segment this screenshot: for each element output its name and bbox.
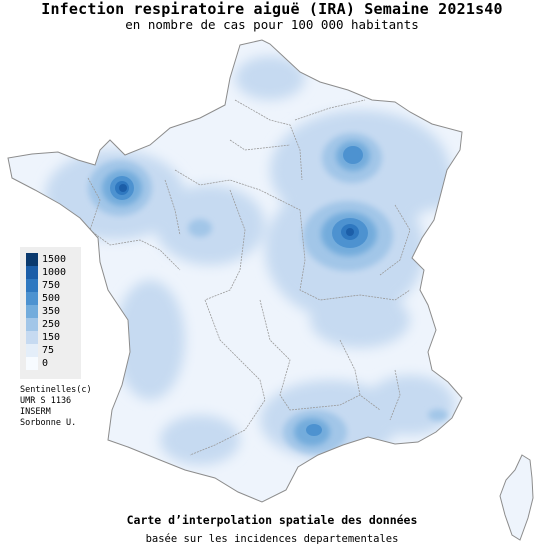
legend-item: 500 bbox=[26, 292, 80, 305]
legend-item: 750 bbox=[26, 279, 80, 292]
legend-swatch bbox=[26, 318, 38, 331]
legend-label: 250 bbox=[42, 319, 61, 330]
legend-label: 1500 bbox=[42, 254, 67, 265]
legend-item: 1000 bbox=[26, 266, 80, 279]
credit-line: Sentinelles(c) bbox=[20, 385, 92, 395]
legend-item: 75 bbox=[26, 344, 80, 357]
zone-150-southwest bbox=[160, 415, 240, 465]
legend-swatch bbox=[26, 305, 38, 318]
zone-150-west-coast bbox=[115, 280, 185, 400]
credit-block: Sentinelles(c) UMR S 1136 INSERM Sorbonn… bbox=[20, 385, 92, 429]
legend: 1500 1000 750 500 350 250 150 75 0 bbox=[20, 247, 81, 379]
zone-250-var bbox=[428, 409, 448, 421]
footer-subcaption: basée sur les incidences departementales bbox=[145, 533, 399, 545]
legend-swatch bbox=[26, 331, 38, 344]
corsica bbox=[499, 454, 534, 541]
legend-swatch bbox=[26, 344, 38, 357]
zone-500-champagne bbox=[343, 146, 363, 164]
credit-line: Sorbonne U. bbox=[20, 418, 77, 428]
zone-250-loire bbox=[188, 219, 212, 237]
map-title: Infection respiratoire aiguë (IRA) Semai… bbox=[41, 0, 503, 18]
zone-1000-brittany bbox=[119, 184, 127, 192]
zone-150-auvergne bbox=[310, 292, 410, 348]
legend-swatch bbox=[26, 279, 38, 292]
legend-label: 350 bbox=[42, 306, 61, 317]
legend-item: 0 bbox=[26, 357, 80, 370]
zone-150-provence bbox=[365, 375, 455, 435]
credit-line: UMR S 1136 bbox=[20, 396, 72, 406]
legend-label: 150 bbox=[42, 332, 61, 343]
legend-item: 250 bbox=[26, 318, 80, 331]
region-borders bbox=[87, 99, 411, 456]
legend-label: 500 bbox=[42, 293, 61, 304]
zone-150-lorraine bbox=[402, 160, 458, 210]
legend-item: 150 bbox=[26, 331, 80, 344]
legend-label: 75 bbox=[42, 345, 55, 356]
legend-item: 1500 bbox=[26, 253, 80, 266]
map-subtitle: en nombre de cas pour 100 000 habitants bbox=[125, 17, 419, 32]
zone-1000-bourgogne bbox=[346, 228, 354, 236]
legend-swatch bbox=[26, 292, 38, 305]
legend-label: 1000 bbox=[42, 267, 67, 278]
zone-150-north bbox=[235, 56, 305, 100]
legend-item: 350 bbox=[26, 305, 80, 318]
legend-swatch bbox=[26, 253, 38, 266]
footer-caption: Carte d’interpolation spatiale des donné… bbox=[126, 513, 418, 527]
legend-swatch bbox=[26, 266, 38, 279]
legend-label: 750 bbox=[42, 280, 61, 291]
legend-label: 0 bbox=[42, 358, 49, 369]
zone-500-herault bbox=[306, 424, 322, 436]
legend-swatch bbox=[26, 357, 38, 370]
credit-line: INSERM bbox=[20, 407, 51, 417]
